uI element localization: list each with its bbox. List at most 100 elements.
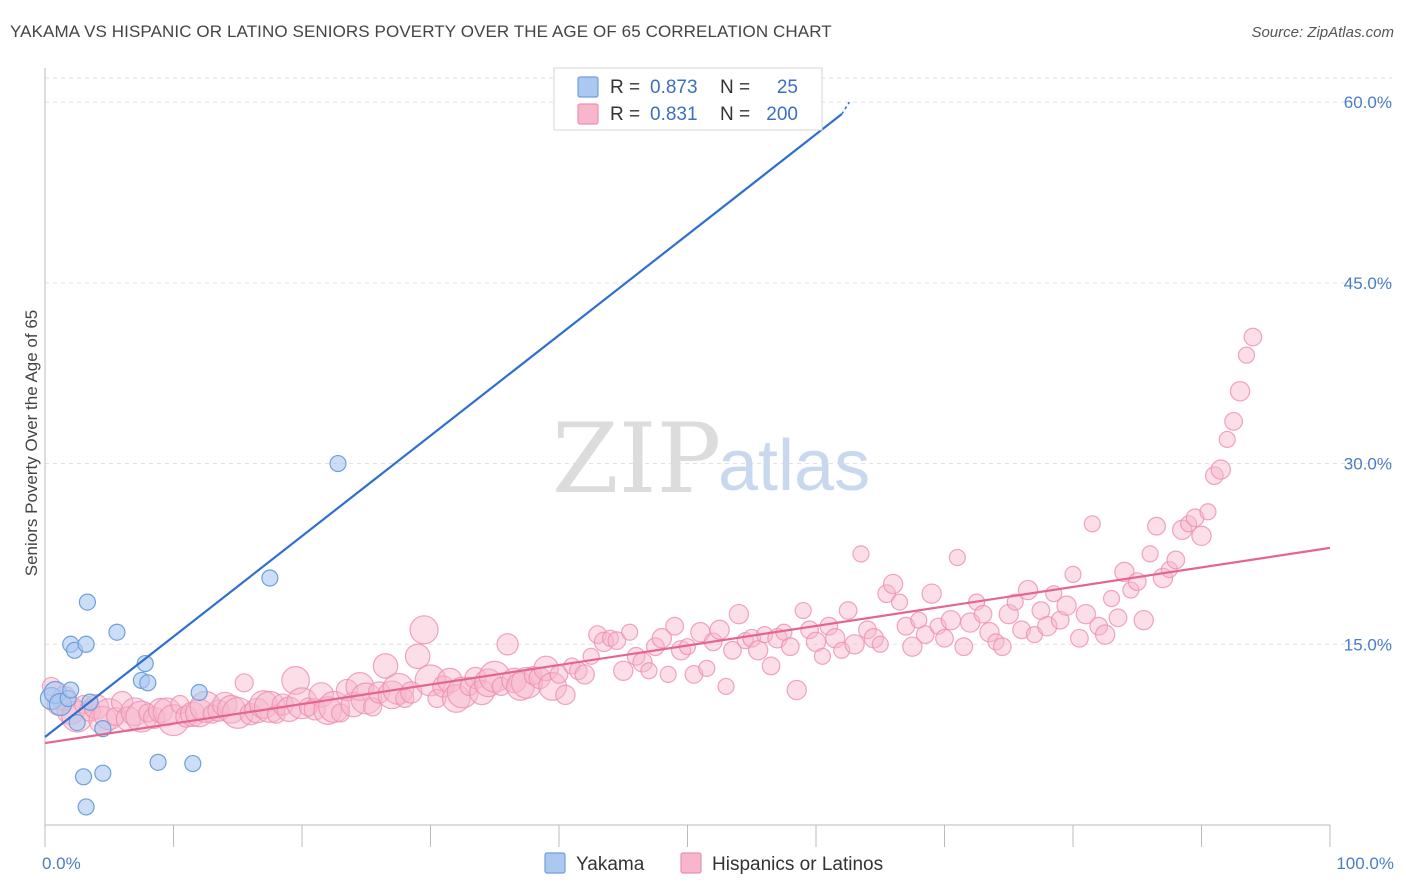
hispanic-r-label: R = (610, 104, 640, 125)
hispanic-point-71 (496, 633, 519, 656)
source-attribution: Source: ZipAtlas.com (1251, 24, 1394, 41)
hispanic-point-132 (890, 593, 909, 611)
hispanic-points (41, 327, 1263, 737)
yakama-point-20 (184, 754, 202, 773)
hispanic-point-128 (863, 628, 885, 649)
hispanic-point-105 (717, 677, 735, 696)
stats-legend-box (553, 67, 823, 131)
hispanic-point-164 (1094, 624, 1116, 645)
yakama-points (39, 454, 347, 816)
hispanic-point-176 (1172, 519, 1193, 541)
hispanic-point-171 (1141, 545, 1159, 563)
hispanic-point-52 (372, 653, 399, 679)
chart-title: YAKAMA VS HISPANIC OR LATINO SENIORS POV… (10, 22, 832, 41)
y-tick-label-0: 15.0% (1344, 635, 1392, 654)
hispanic-point-145 (973, 604, 993, 624)
hispanic-point-126 (852, 545, 870, 563)
yakama-point-18 (139, 674, 157, 692)
hispanic-point-124 (838, 601, 858, 620)
hispanic-point-162 (1083, 515, 1101, 533)
hispanic-point-63 (441, 684, 471, 713)
yakama-point-22 (261, 569, 279, 587)
hispanic-point-89 (613, 660, 634, 681)
yakama-point-9 (74, 768, 93, 786)
hispanic-point-116 (786, 679, 807, 701)
hispanic-point-47 (340, 691, 367, 718)
hispanic-point-88 (607, 631, 627, 651)
hispanic-point-157 (1050, 610, 1070, 630)
yakama-point-7 (68, 713, 86, 732)
y-tick-label-2: 45.0% (1344, 274, 1392, 293)
hispanic-point-139 (935, 628, 954, 648)
tick-labels: 15.0% 30.0% 45.0% 60.0% 0.0% 100.0% (42, 93, 1394, 873)
hispanic-series-swatch (680, 852, 702, 874)
x-tick-label-1: 100.0% (1336, 854, 1394, 873)
yakama-point-21 (190, 683, 208, 702)
hispanic-point-131 (882, 573, 904, 595)
watermark: ZIP atlas (552, 403, 870, 515)
hispanic-point-186 (1237, 346, 1256, 364)
hispanic-point-183 (1218, 430, 1236, 449)
hispanic-point-146 (979, 622, 1000, 643)
hispanic-point-180 (1199, 503, 1217, 521)
hispanic-point-158 (1056, 595, 1077, 616)
hispanic-point-185 (1229, 381, 1251, 402)
hispanic-point-43 (313, 696, 343, 725)
yakama-point-13 (94, 764, 112, 782)
grid-layer (45, 77, 1392, 645)
hispanic-point-155 (1037, 616, 1058, 637)
hispanic-point-134 (902, 636, 923, 657)
yakama-series-swatch (544, 852, 566, 874)
hispanic-point-106 (723, 640, 742, 660)
hispanic-point-127 (858, 620, 877, 640)
hispanic-point-187 (1243, 327, 1263, 347)
hispanic-point-53 (377, 680, 407, 710)
hispanic-point-95 (651, 628, 673, 649)
hispanic-point-159 (1064, 565, 1082, 583)
hispanic-n-value: 200 (766, 104, 798, 125)
hispanic-point-160 (1070, 628, 1089, 648)
hispanic-point-179 (1191, 525, 1212, 547)
y-tick-label-3: 60.0% (1344, 93, 1392, 112)
hispanic-point-107 (728, 603, 750, 625)
hispanic-point-165 (1102, 589, 1121, 608)
yakama-point-11 (78, 593, 97, 611)
hispanic-point-125 (844, 634, 865, 655)
hispanic-point-120 (813, 647, 832, 665)
hispanic-point-110 (747, 640, 769, 661)
hispanic-point-175 (1166, 550, 1186, 570)
hispanic-point-166 (1108, 608, 1128, 628)
yakama-point-19 (149, 753, 167, 771)
hispanic-point-172 (1147, 516, 1166, 536)
hispanic-point-150 (1006, 593, 1024, 611)
hispanic-point-80 (555, 684, 576, 706)
hispanic-point-137 (921, 583, 942, 604)
trend-lines (44, 101, 1331, 745)
y-axis-title: Seniors Poverty Over the Age of 65 (22, 310, 41, 576)
hispanic-point-96 (659, 665, 677, 683)
hispanic-n-label: N = (720, 104, 750, 125)
hispanic-point-58 (409, 615, 439, 645)
hispanic-point-184 (1224, 411, 1244, 431)
y-tick-label-1: 30.0% (1344, 455, 1392, 474)
hispanic-point-74 (510, 666, 543, 699)
yakama-trend-line (44, 113, 843, 738)
hispanic-point-93 (640, 662, 658, 680)
hispanic-point-141 (948, 548, 966, 567)
yakama-point-10 (77, 798, 95, 816)
hispanic-point-182 (1210, 459, 1231, 480)
hispanic-point-142 (954, 637, 974, 657)
yakama-point-15 (108, 623, 126, 641)
hispanic-point-37 (276, 696, 302, 723)
hispanic-point-136 (915, 625, 935, 645)
yakama-point-23 (329, 454, 347, 473)
yakama-series-label: Yakama (576, 854, 645, 875)
yakama-point-6 (62, 681, 80, 699)
hispanic-legend-swatch (577, 103, 599, 125)
hispanic-point-59 (414, 664, 447, 697)
hispanic-point-133 (896, 616, 916, 636)
hispanic-point-181 (1204, 466, 1224, 485)
hispanic-point-140 (940, 609, 962, 631)
hispanic-point-148 (992, 637, 1012, 657)
